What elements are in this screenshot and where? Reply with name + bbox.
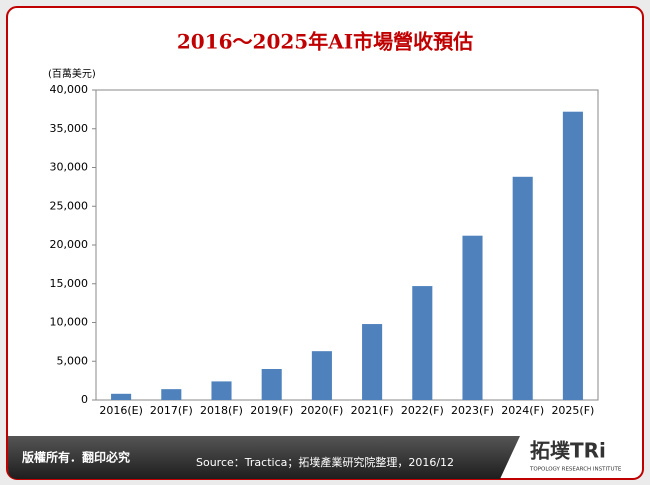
bar [261, 369, 282, 400]
bar [362, 324, 383, 400]
logo: 拓墣TRi [530, 439, 606, 463]
x-tick-label: 2021(F) [351, 404, 394, 417]
y-tick-label: 0 [81, 393, 88, 406]
x-tick-label: 2020(F) [300, 404, 343, 417]
footer-bar [8, 436, 520, 479]
x-tick-label: 2019(F) [250, 404, 293, 417]
y-unit-label: (百萬美元) [48, 67, 96, 80]
x-tick-label: 2024(F) [501, 404, 544, 417]
bar [211, 381, 232, 400]
copyright: 版權所有．翻印必究 [22, 450, 130, 465]
bar [512, 176, 533, 400]
bar [161, 389, 182, 400]
x-tick-label: 2016(E) [99, 404, 143, 417]
y-tick-label: 20,000 [50, 238, 89, 251]
y-tick-label: 35,000 [50, 122, 89, 135]
y-tick-label: 30,000 [50, 161, 89, 174]
chart-title: 2016～2025年AI市場營收預估 [177, 30, 473, 54]
bar [462, 235, 483, 400]
bar [412, 286, 433, 400]
y-tick-label: 5,000 [57, 354, 89, 367]
y-tick-label: 25,000 [50, 199, 89, 212]
x-tick-label: 2022(F) [401, 404, 444, 417]
x-tick-label: 2017(F) [150, 404, 193, 417]
logo-subtitle: TOPOLOGY RESEARCH INSTITUTE [529, 467, 622, 473]
y-tick-label: 15,000 [50, 277, 89, 290]
x-tick-label: 2023(F) [451, 404, 494, 417]
x-tick-label: 2018(F) [200, 404, 243, 417]
bar [311, 351, 332, 400]
source: Source：Tractica；拓墣產業研究院整理，2016/12 [196, 455, 454, 469]
y-tick-label: 10,000 [50, 316, 89, 329]
y-tick-label: 40,000 [50, 83, 89, 96]
bar [562, 111, 583, 400]
bar [111, 393, 132, 400]
x-tick-label: 2025(F) [551, 404, 594, 417]
